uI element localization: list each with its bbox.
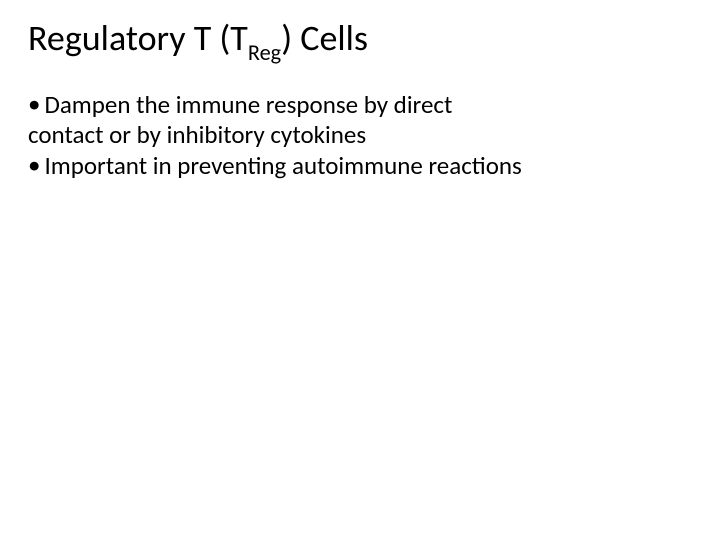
body-text: •Dampen the immune response by direct co… xyxy=(28,90,692,182)
bullet-text: Dampen the immune response by direct xyxy=(44,89,452,120)
bullet-item: •Important in preventing autoimmune reac… xyxy=(28,151,692,182)
bullet-continuation: contact or by inhibitory cytokines xyxy=(28,120,692,151)
title-subscript: Reg xyxy=(248,39,281,66)
title-prefix: Regulatory T (T xyxy=(28,16,248,60)
bullet-glyph: • xyxy=(28,150,40,181)
title-suffix: ) Cells xyxy=(281,16,368,60)
bullet-glyph: • xyxy=(28,89,40,120)
slide: Regulatory T (TReg) Cells •Dampen the im… xyxy=(0,0,720,540)
bullet-text: Important in preventing autoimmune react… xyxy=(44,150,521,181)
bullet-item: •Dampen the immune response by direct xyxy=(28,90,692,121)
bullet-text: contact or by inhibitory cytokines xyxy=(28,119,366,150)
slide-title: Regulatory T (TReg) Cells xyxy=(28,18,692,64)
